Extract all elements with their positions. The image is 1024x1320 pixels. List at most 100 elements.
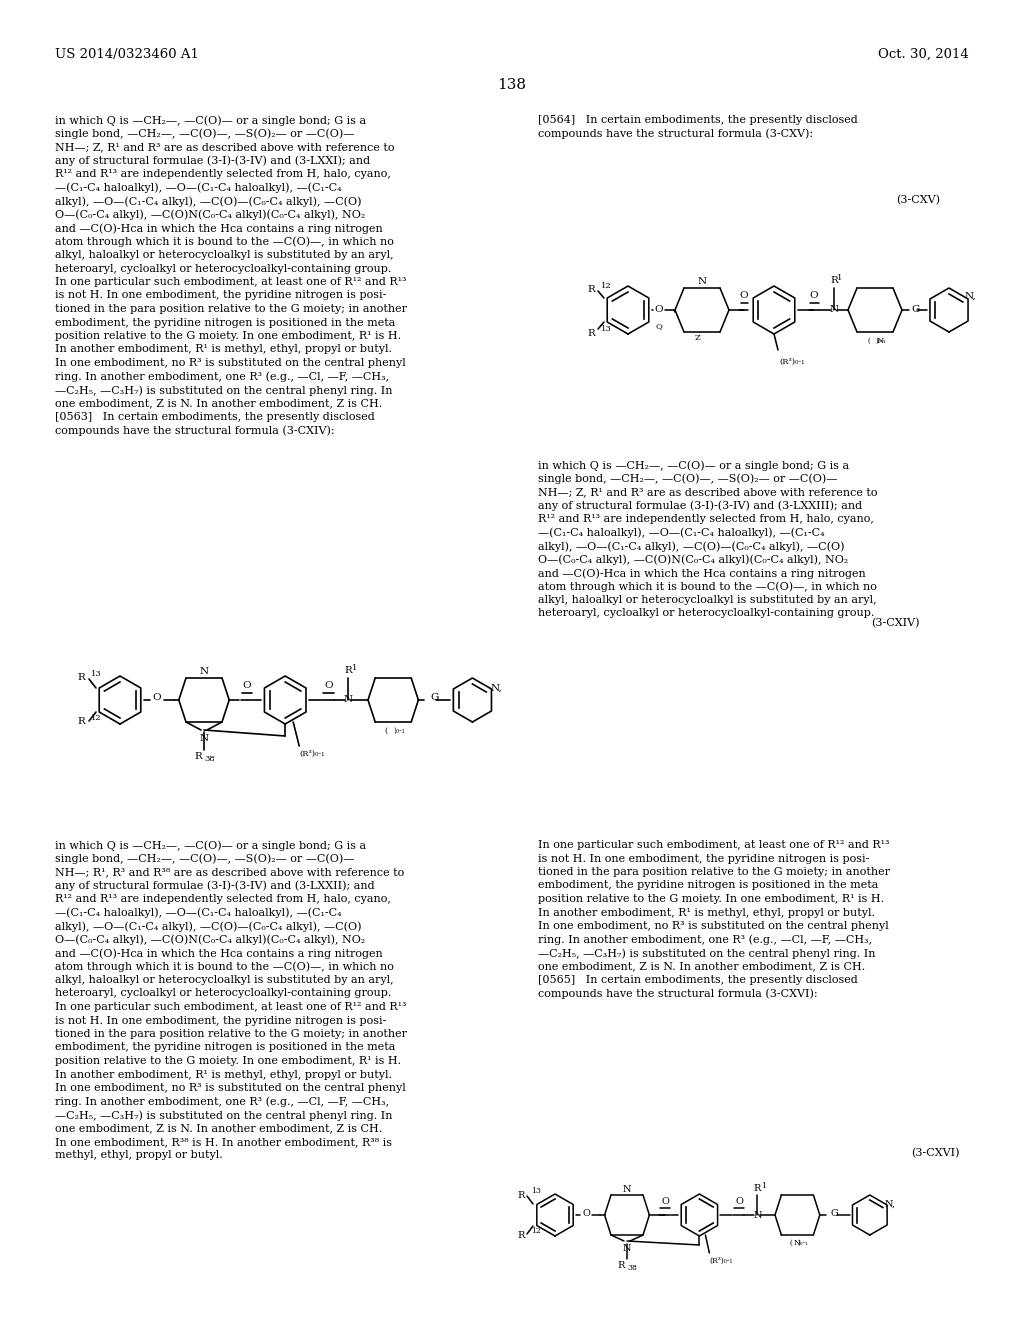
Text: R: R: [517, 1191, 525, 1200]
Text: N: N: [623, 1243, 631, 1253]
Text: (3-CXIV): (3-CXIV): [871, 618, 920, 628]
Text: single bond, —CH₂—, —C(O)—, —S(O)₂— or —C(O)—: single bond, —CH₂—, —C(O)—, —S(O)₂— or —…: [538, 474, 838, 484]
Text: In one embodiment, no R³ is substituted on the central phenyl: In one embodiment, no R³ is substituted …: [55, 1082, 406, 1093]
Text: G: G: [830, 1209, 839, 1217]
Text: NH—; Z, R¹ and R³ are as described above with reference to: NH—; Z, R¹ and R³ are as described above…: [55, 143, 394, 152]
Text: —C₂H₅, —C₃H₇) is substituted on the central phenyl ring. In: —C₂H₅, —C₃H₇) is substituted on the cent…: [538, 948, 876, 958]
Text: embodiment, the pyridine nitrogen is positioned in the meta: embodiment, the pyridine nitrogen is pos…: [538, 880, 879, 891]
Text: position relative to the G moiety. In one embodiment, R¹ is H.: position relative to the G moiety. In on…: [55, 1056, 401, 1067]
Text: one embodiment, Z is N. In another embodiment, Z is CH.: one embodiment, Z is N. In another embod…: [538, 961, 865, 972]
Text: 12: 12: [601, 282, 611, 290]
Text: NH—; Z, R¹ and R³ are as described above with reference to: NH—; Z, R¹ and R³ are as described above…: [538, 487, 878, 498]
Text: (: (: [790, 1239, 793, 1247]
Text: 1: 1: [351, 664, 357, 672]
Text: O—(C₀-C₄ alkyl), —C(O)N(C₀-C₄ alkyl)(C₀-C₄ alkyl), NO₂: O—(C₀-C₄ alkyl), —C(O)N(C₀-C₄ alkyl)(C₀-…: [538, 554, 848, 565]
Text: is not H. In one embodiment, the pyridine nitrogen is posi-: is not H. In one embodiment, the pyridin…: [538, 854, 869, 863]
Text: R: R: [587, 329, 595, 338]
Text: is not H. In one embodiment, the pyridine nitrogen is posi-: is not H. In one embodiment, the pyridin…: [55, 290, 386, 301]
Text: atom through which it is bound to the —C(O)—, in which no: atom through which it is bound to the —C…: [538, 582, 877, 593]
Text: any of structural formulae (3-I)-(3-IV) and (3-LXXII); and: any of structural formulae (3-I)-(3-IV) …: [55, 880, 375, 891]
Text: R¹² and R¹³ are independently selected from H, halo, cyano,: R¹² and R¹³ are independently selected f…: [55, 169, 391, 180]
Text: heteroaryl, cycloalkyl or heterocycloalkyl-containing group.: heteroaryl, cycloalkyl or heterocycloalk…: [538, 609, 874, 619]
Text: compounds have the structural formula (3-CXVI):: compounds have the structural formula (3…: [538, 989, 817, 999]
Text: heteroaryl, cycloalkyl or heterocycloalkyl-containing group.: heteroaryl, cycloalkyl or heterocycloalk…: [55, 264, 391, 273]
Text: N: N: [344, 696, 352, 705]
Text: [0565]   In certain embodiments, the presently disclosed: [0565] In certain embodiments, the prese…: [538, 975, 858, 985]
Text: G: G: [430, 693, 438, 702]
Text: R: R: [77, 673, 85, 682]
Text: N: N: [753, 1210, 762, 1220]
Text: —(C₁-C₄ haloalkyl), —O—(C₁-C₄ haloalkyl), —(C₁-C₄: —(C₁-C₄ haloalkyl), —O—(C₁-C₄ haloalkyl)…: [55, 908, 342, 919]
Text: N: N: [623, 1184, 631, 1193]
Text: —C₂H₅, —C₃H₇) is substituted on the central phenyl ring. In: —C₂H₅, —C₃H₇) is substituted on the cent…: [55, 1110, 392, 1121]
Text: O—(C₀-C₄ alkyl), —C(O)N(C₀-C₄ alkyl)(C₀-C₄ alkyl), NO₂: O—(C₀-C₄ alkyl), —C(O)N(C₀-C₄ alkyl)(C₀-…: [55, 210, 366, 220]
Text: 38: 38: [204, 755, 215, 763]
Text: any of structural formulae (3-I)-(3-IV) and (3-LXXI); and: any of structural formulae (3-I)-(3-IV) …: [55, 156, 370, 166]
Text: In one embodiment, R³⁸ is H. In another embodiment, R³⁸ is: In one embodiment, R³⁸ is H. In another …: [55, 1137, 392, 1147]
Text: position relative to the G moiety. In one embodiment, R¹ is H.: position relative to the G moiety. In on…: [55, 331, 401, 341]
Text: [0564]   In certain embodiments, the presently disclosed: [0564] In certain embodiments, the prese…: [538, 115, 858, 125]
Text: In one particular such embodiment, at least one of R¹² and R¹³: In one particular such embodiment, at le…: [538, 840, 890, 850]
Text: R: R: [77, 718, 85, 726]
Text: tioned in the para position relative to the G moiety; in another: tioned in the para position relative to …: [55, 1030, 407, 1039]
Text: O: O: [582, 1209, 590, 1217]
Text: atom through which it is bound to the —C(O)—, in which no: atom through which it is bound to the —C…: [55, 236, 394, 247]
Text: —(C₁-C₄ haloalkyl), —O—(C₁-C₄ haloalkyl), —(C₁-C₄: —(C₁-C₄ haloalkyl), —O—(C₁-C₄ haloalkyl)…: [538, 528, 824, 539]
Text: compounds have the structural formula (3-CXIV):: compounds have the structural formula (3…: [55, 425, 335, 436]
Text: In another embodiment, R¹ is methyl, ethyl, propyl or butyl.: In another embodiment, R¹ is methyl, eth…: [55, 1069, 392, 1080]
Text: R: R: [830, 276, 838, 285]
Text: in which Q is —CH₂—, —C(O)— or a single bond; G is a: in which Q is —CH₂—, —C(O)— or a single …: [55, 115, 367, 125]
Text: (: (: [384, 727, 387, 735]
Text: N,: N,: [490, 684, 502, 693]
Text: one embodiment, Z is N. In another embodiment, Z is CH.: one embodiment, Z is N. In another embod…: [55, 399, 382, 408]
Text: in which Q is —CH₂—, —C(O)— or a single bond; G is a: in which Q is —CH₂—, —C(O)— or a single …: [538, 459, 849, 470]
Text: tioned in the para position relative to the G moiety; in another: tioned in the para position relative to …: [538, 867, 890, 876]
Text: and —C(O)-Hca in which the Hca contains a ring nitrogen: and —C(O)-Hca in which the Hca contains …: [538, 568, 865, 578]
Text: ring. In another embodiment, one R³ (e.g., —Cl, —F, —CH₃,: ring. In another embodiment, one R³ (e.g…: [538, 935, 872, 945]
Text: alkyl, haloalkyl or heterocycloalkyl is substituted by an aryl,: alkyl, haloalkyl or heterocycloalkyl is …: [55, 975, 393, 985]
Text: O: O: [324, 681, 333, 690]
Text: N: N: [200, 734, 209, 743]
Text: Oct. 30, 2014: Oct. 30, 2014: [879, 48, 969, 61]
Text: (: (: [867, 337, 870, 345]
Text: US 2014/0323460 A1: US 2014/0323460 A1: [55, 48, 199, 61]
Text: —(C₁-C₄ haloalkyl), —O—(C₁-C₄ haloalkyl), —(C₁-C₄: —(C₁-C₄ haloalkyl), —O—(C₁-C₄ haloalkyl)…: [55, 182, 342, 193]
Text: R¹² and R¹³ are independently selected from H, halo, cyano,: R¹² and R¹³ are independently selected f…: [55, 894, 391, 904]
Text: O: O: [735, 1197, 743, 1206]
Text: single bond, —CH₂—, —C(O)—, —S(O)₂— or —C(O)—: single bond, —CH₂—, —C(O)—, —S(O)₂— or —…: [55, 854, 354, 865]
Text: R: R: [517, 1230, 525, 1239]
Text: In one particular such embodiment, at least one of R¹² and R¹³: In one particular such embodiment, at le…: [55, 277, 407, 286]
Text: N,: N,: [965, 292, 977, 301]
Text: methyl, ethyl, propyl or butyl.: methyl, ethyl, propyl or butyl.: [55, 1151, 223, 1160]
Text: tioned in the para position relative to the G moiety; in another: tioned in the para position relative to …: [55, 304, 407, 314]
Text: O: O: [654, 305, 664, 314]
Text: In another embodiment, R¹ is methyl, ethyl, propyl or butyl.: In another embodiment, R¹ is methyl, eth…: [538, 908, 874, 917]
Text: 1: 1: [838, 275, 843, 282]
Text: )₀-₁: )₀-₁: [874, 337, 886, 345]
Text: N: N: [829, 305, 839, 314]
Text: NH—; R¹, R³ and R³⁸ are as described above with reference to: NH—; R¹, R³ and R³⁸ are as described abo…: [55, 867, 404, 876]
Text: Z: Z: [695, 334, 701, 342]
Text: heteroaryl, cycloalkyl or heterocycloalkyl-containing group.: heteroaryl, cycloalkyl or heterocycloalk…: [55, 989, 391, 998]
Text: and —C(O)-Hca in which the Hca contains a ring nitrogen: and —C(O)-Hca in which the Hca contains …: [55, 223, 383, 234]
Text: 13: 13: [601, 325, 611, 333]
Text: 38: 38: [627, 1265, 637, 1272]
Text: position relative to the G moiety. In one embodiment, R¹ is H.: position relative to the G moiety. In on…: [538, 894, 884, 904]
Text: O: O: [153, 693, 162, 702]
Text: 12: 12: [91, 714, 101, 722]
Text: R: R: [617, 1261, 625, 1270]
Text: R: R: [195, 752, 202, 762]
Text: O: O: [739, 292, 749, 301]
Text: alkyl), —O—(C₁-C₄ alkyl), —C(O)—(C₀-C₄ alkyl), —C(O): alkyl), —O—(C₁-C₄ alkyl), —C(O)—(C₀-C₄ a…: [55, 921, 361, 932]
Text: and —C(O)-Hca in which the Hca contains a ring nitrogen: and —C(O)-Hca in which the Hca contains …: [55, 948, 383, 958]
Text: (R³)₀-₁: (R³)₀-₁: [710, 1257, 733, 1265]
Text: N: N: [794, 1239, 801, 1247]
Text: 1: 1: [761, 1181, 766, 1191]
Text: is not H. In one embodiment, the pyridine nitrogen is posi-: is not H. In one embodiment, the pyridin…: [55, 1015, 386, 1026]
Text: alkyl), —O—(C₁-C₄ alkyl), —C(O)—(C₀-C₄ alkyl), —C(O): alkyl), —O—(C₁-C₄ alkyl), —C(O)—(C₀-C₄ a…: [55, 195, 361, 206]
Text: embodiment, the pyridine nitrogen is positioned in the meta: embodiment, the pyridine nitrogen is pos…: [55, 1043, 395, 1052]
Text: )₀-₁: )₀-₁: [798, 1239, 808, 1247]
Text: ring. In another embodiment, one R³ (e.g., —Cl, —F, —CH₃,: ring. In another embodiment, one R³ (e.g…: [55, 371, 389, 381]
Text: In one particular such embodiment, at least one of R¹² and R¹³: In one particular such embodiment, at le…: [55, 1002, 407, 1012]
Text: O: O: [810, 292, 818, 301]
